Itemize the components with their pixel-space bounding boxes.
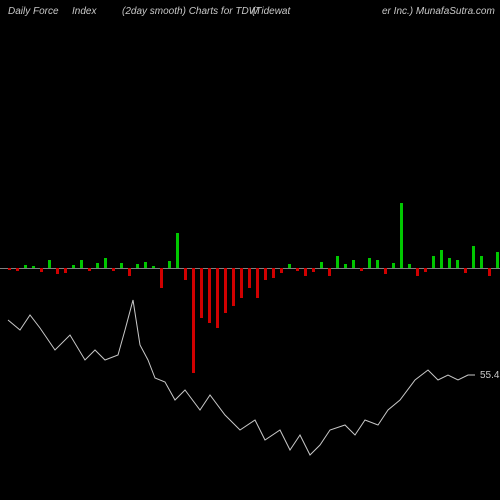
chart-area: 55.46 [0,30,500,500]
header-segment: Index [72,6,96,17]
header-segment: (2day smooth) Charts for TDW [122,6,258,17]
header-segment: er Inc.) MunafaSutra.com [382,6,495,17]
price-polyline [8,300,475,455]
chart-header: Daily Force Index (2day smooth) Charts for… [0,6,500,26]
price-end-label: 55.46 [480,370,500,381]
price-line-chart [0,30,500,500]
header-segment: Daily Force [8,6,59,17]
header-segment: (Tidewat [252,6,290,17]
